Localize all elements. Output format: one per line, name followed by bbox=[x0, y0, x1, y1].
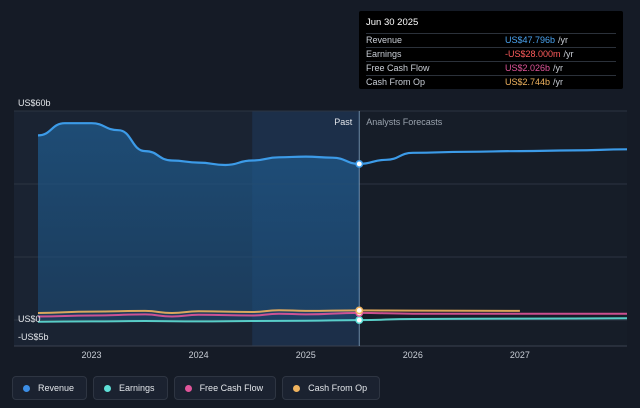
legend-dot-icon bbox=[184, 384, 192, 392]
x-tick-label: 2024 bbox=[189, 350, 209, 360]
past-label: Past bbox=[334, 117, 353, 127]
tooltip-row: Cash From Op US$2.744b/yr bbox=[366, 75, 616, 89]
marker-cash-from-op bbox=[355, 306, 364, 315]
series-line-earnings bbox=[37, 317, 628, 323]
marker-earnings bbox=[355, 316, 364, 325]
series-line-revenue bbox=[37, 122, 628, 167]
tooltip-row-value: US$2.026b bbox=[505, 63, 551, 73]
tooltip-row-unit: /yr bbox=[553, 63, 564, 73]
legend-item-revenue[interactable]: Revenue bbox=[12, 376, 88, 400]
marker-revenue bbox=[355, 159, 364, 168]
legend: Revenue Earnings Free Cash Flow Cash From O… bbox=[12, 376, 386, 400]
tooltip-row: Free Cash Flow US$2.026b/yr bbox=[366, 61, 616, 75]
series-line-cash-from-op bbox=[37, 309, 520, 315]
forecast-label: Analysts Forecasts bbox=[366, 117, 443, 127]
y-axis-top-label: US$60b bbox=[18, 98, 51, 108]
tooltip-row-label: Free Cash Flow bbox=[366, 63, 430, 73]
x-tick-label: 2023 bbox=[82, 350, 102, 360]
tooltip-row-unit: /yr bbox=[563, 49, 574, 59]
tooltip-row-label: Earnings bbox=[366, 49, 402, 59]
tooltip-row: Earnings -US$28.000m/yr bbox=[366, 47, 616, 61]
tooltip-row-label: Cash From Op bbox=[366, 77, 426, 87]
x-tick-label: 2026 bbox=[403, 350, 423, 360]
revenue-area bbox=[38, 123, 360, 320]
legend-dot-icon bbox=[104, 384, 112, 392]
tooltip-row: Revenue US$47.796b/yr bbox=[366, 33, 616, 47]
tooltip-date: Jun 30 2025 bbox=[366, 17, 419, 28]
y-axis-zero-label: US$0 bbox=[18, 314, 41, 324]
tooltip-panel: Jun 30 2025 Revenue US$47.796b/yr Earnings… bbox=[359, 11, 623, 89]
legend-label: Free Cash Flow bbox=[199, 383, 264, 393]
legend-item-earnings[interactable]: Earnings bbox=[93, 376, 168, 400]
legend-item-free-cash-flow[interactable]: Free Cash Flow bbox=[173, 376, 277, 400]
tooltip-row-value: -US$28.000m bbox=[505, 49, 561, 59]
y-axis-bottom-label: -US$5b bbox=[18, 332, 49, 342]
series-line-free-cash-flow bbox=[37, 311, 627, 318]
tooltip-row-unit: /yr bbox=[558, 35, 569, 45]
legend-dot-icon bbox=[293, 384, 301, 392]
x-tick-label: 2027 bbox=[510, 350, 530, 360]
tooltip-row-value: US$2.744b bbox=[505, 77, 551, 87]
legend-item-cash-from-op[interactable]: Cash From Op bbox=[282, 376, 381, 400]
tooltip-row-unit: /yr bbox=[553, 77, 564, 87]
axis-labels: US$60b US$0 -US$5b Past Analysts Forecasts 20… bbox=[18, 98, 530, 360]
tooltip-row-label: Revenue bbox=[366, 35, 403, 45]
series-layer bbox=[37, 122, 628, 323]
legend-label: Revenue bbox=[38, 383, 75, 393]
hover-markers bbox=[355, 159, 364, 325]
legend-label: Earnings bbox=[119, 383, 155, 393]
legend-dot-icon bbox=[23, 384, 30, 392]
tooltip-row-value: US$47.796b bbox=[505, 35, 556, 45]
legend-label: Cash From Op bbox=[308, 383, 368, 393]
x-tick-label: 2025 bbox=[296, 350, 316, 360]
